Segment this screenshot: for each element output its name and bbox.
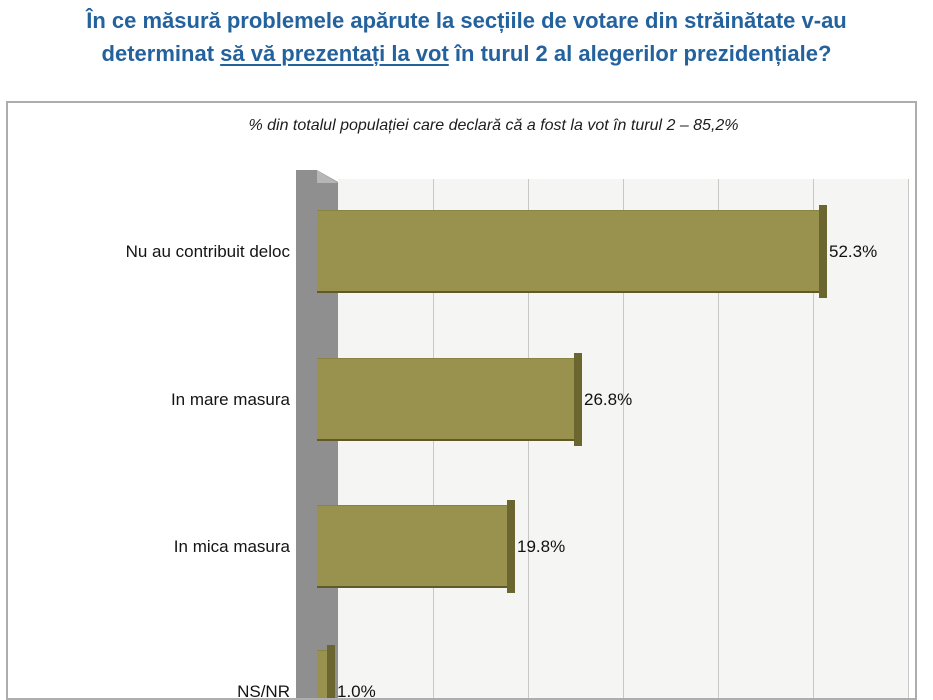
value-label: 19.8%: [517, 536, 566, 556]
page-title-line2: determinat să vă prezentați la vot în tu…: [101, 41, 832, 66]
bar-row-in-mica-masura: In mica masura 19.8%: [8, 500, 915, 593]
bar-3d-side: [507, 500, 515, 593]
bar-row-nu-au-contribuit-deloc: Nu au contribuit deloc 52.3%: [8, 205, 915, 298]
category-label: NS/NR: [237, 681, 290, 700]
category-label: In mare masura: [170, 389, 290, 409]
category-label: In mica masura: [173, 536, 290, 556]
value-label: 52.3%: [829, 241, 878, 261]
value-label: 26.8%: [584, 389, 633, 409]
gridline: [623, 179, 624, 698]
bar: [317, 210, 819, 293]
bar-3d-side: [574, 353, 582, 446]
page-title: În ce măsură problemele apărute la secți…: [0, 4, 933, 70]
gridline: [718, 179, 719, 698]
bar: [317, 650, 327, 698]
bar-3d-side: [819, 205, 827, 298]
chart-frame: % din totalul populației care declară că…: [6, 101, 917, 700]
underlined-phrase: să vă prezentați la vot: [220, 41, 449, 66]
bar-row-ns-nr: NS/NR 1.0%: [8, 645, 915, 700]
category-label: Nu au contribuit deloc: [125, 241, 290, 261]
bar-3d-side: [327, 645, 335, 698]
chart-subtitle: % din totalul populației care declară că…: [248, 117, 739, 134]
bar: [317, 358, 574, 441]
value-label: 1.0%: [337, 681, 376, 700]
gridline: [813, 179, 814, 698]
bar: [317, 505, 507, 588]
bar-row-in-mare-masura: In mare masura 26.8%: [8, 353, 915, 446]
page-title-line1: În ce măsură problemele apărute la secți…: [86, 8, 847, 33]
gridline: [908, 179, 909, 698]
